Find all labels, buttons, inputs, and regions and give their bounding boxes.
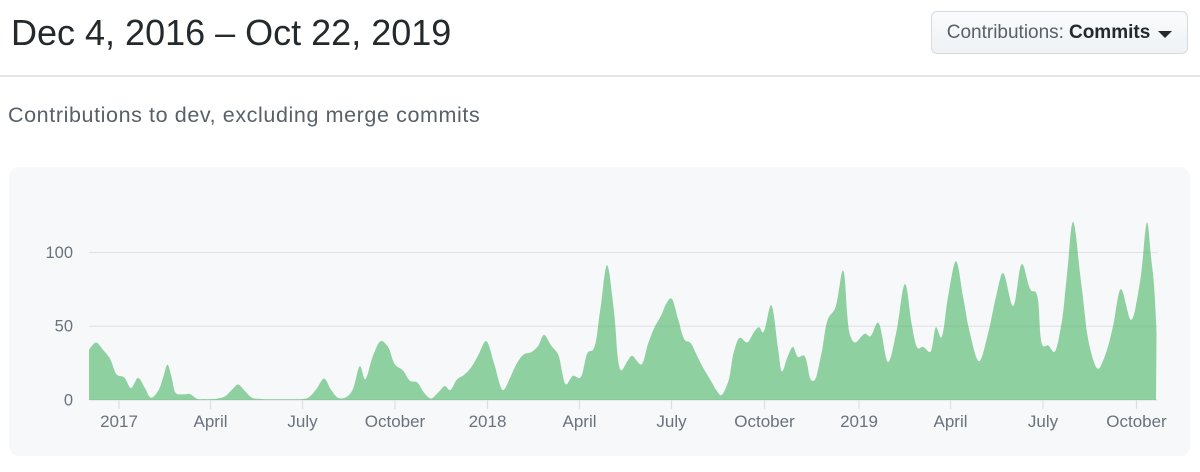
svg-text:October: October xyxy=(734,412,795,431)
svg-text:October: October xyxy=(1106,412,1167,431)
svg-text:2018: 2018 xyxy=(469,412,507,431)
svg-text:April: April xyxy=(193,412,227,431)
svg-text:April: April xyxy=(562,412,596,431)
svg-text:100: 100 xyxy=(45,244,73,262)
svg-text:50: 50 xyxy=(55,318,73,336)
svg-text:2019: 2019 xyxy=(840,412,878,431)
svg-text:October: October xyxy=(365,412,426,431)
svg-text:July: July xyxy=(287,412,318,431)
svg-text:0: 0 xyxy=(64,391,73,409)
svg-text:July: July xyxy=(656,412,687,431)
svg-text:2017: 2017 xyxy=(100,412,138,431)
svg-text:July: July xyxy=(1028,412,1059,431)
svg-text:April: April xyxy=(933,412,967,431)
